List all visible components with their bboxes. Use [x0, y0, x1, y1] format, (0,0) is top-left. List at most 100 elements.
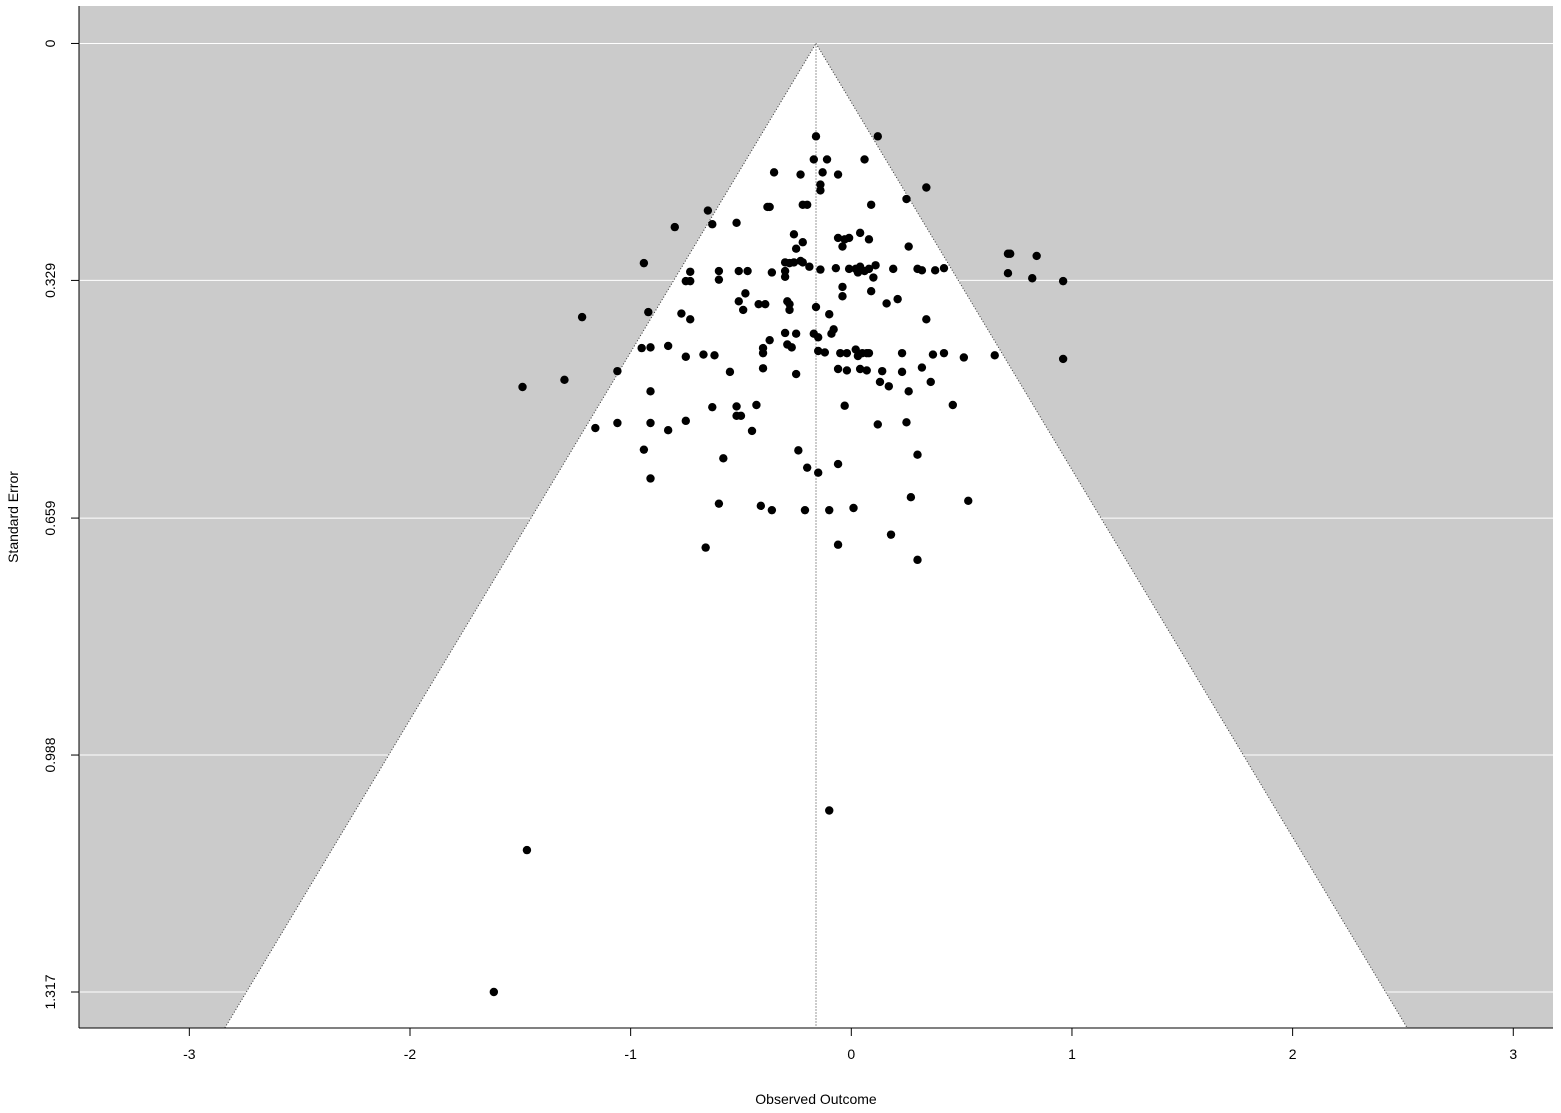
data-point-9 — [816, 180, 825, 189]
x-tick-label-0: -3 — [183, 1046, 196, 1062]
x-tick-label-5: 2 — [1289, 1046, 1297, 1062]
data-point-21 — [732, 218, 741, 227]
data-point-134 — [875, 377, 885, 387]
data-point-171 — [701, 543, 710, 552]
data-point-106 — [836, 348, 845, 358]
data-point-81 — [893, 294, 902, 304]
data-point-80 — [882, 299, 891, 308]
data-point-44 — [805, 262, 814, 271]
data-point-132 — [917, 363, 927, 372]
data-point-99 — [637, 343, 646, 353]
data-point-144 — [948, 400, 958, 410]
data-point-104 — [814, 346, 823, 356]
data-point-152 — [747, 426, 757, 436]
x-axis-ticks: -3 -2 -1 0 1 2 3 — [183, 1028, 1517, 1062]
data-point-105 — [820, 348, 830, 357]
data-point-38 — [714, 266, 724, 276]
x-tick-label-6: 3 — [1509, 1046, 1517, 1062]
data-point-28 — [791, 244, 801, 253]
data-point-13 — [765, 202, 774, 212]
data-point-148 — [613, 418, 622, 428]
data-point-39 — [686, 267, 695, 276]
x-axis-label: Observed Outcome — [755, 1091, 877, 1107]
data-point-30 — [904, 242, 913, 251]
x-tick-label-3: 0 — [847, 1046, 855, 1062]
data-point-18 — [703, 206, 713, 215]
data-point-82 — [738, 305, 748, 315]
data-point-16 — [866, 200, 876, 209]
data-point-78 — [811, 302, 821, 312]
data-point-177 — [489, 987, 499, 997]
data-point-87 — [677, 309, 686, 318]
data-point-170 — [849, 503, 858, 513]
data-point-174 — [913, 555, 922, 565]
data-point-46 — [831, 263, 841, 273]
data-point-123 — [725, 367, 735, 377]
data-point-137 — [560, 375, 569, 384]
data-point-173 — [886, 530, 896, 539]
data-point-89 — [922, 315, 931, 324]
data-point-51 — [864, 264, 874, 274]
data-point-57 — [939, 263, 949, 273]
data-point-41 — [743, 266, 752, 276]
data-point-149 — [646, 418, 655, 428]
data-point-27 — [789, 230, 799, 239]
data-point-25 — [855, 228, 865, 238]
data-point-155 — [639, 445, 649, 454]
data-point-53 — [889, 264, 898, 274]
data-point-6 — [796, 170, 805, 179]
y-tick-label-3: 0.988 — [42, 737, 58, 772]
data-point-35 — [789, 258, 799, 267]
data-point-103 — [758, 348, 768, 358]
data-point-32 — [639, 258, 649, 268]
data-point-88 — [686, 315, 695, 324]
data-point-167 — [767, 505, 777, 515]
data-point-107 — [842, 348, 852, 358]
data-point-95 — [827, 329, 836, 338]
data-point-96 — [765, 335, 774, 345]
data-point-161 — [814, 468, 823, 477]
data-point-77 — [785, 299, 794, 309]
data-point-8 — [833, 170, 843, 179]
data-point-138 — [646, 387, 655, 396]
data-point-142 — [752, 400, 761, 410]
data-point-115 — [939, 348, 949, 358]
data-point-19 — [670, 222, 679, 232]
data-point-92 — [791, 329, 801, 338]
data-point-45 — [816, 265, 825, 274]
data-point-100 — [646, 343, 655, 352]
data-point-74 — [754, 299, 763, 309]
x-tick-label-4: 1 — [1068, 1046, 1076, 1062]
data-point-67 — [1003, 269, 1013, 278]
data-point-169 — [825, 505, 834, 515]
y-tick-label-4: 1.317 — [42, 974, 58, 1009]
data-point-125 — [791, 369, 801, 379]
data-point-162 — [646, 474, 655, 483]
data-point-52 — [871, 261, 880, 270]
data-point-7 — [818, 168, 827, 177]
data-point-112 — [864, 348, 874, 358]
data-point-139 — [904, 387, 913, 396]
data-point-37 — [798, 258, 807, 267]
data-point-68 — [1028, 274, 1037, 283]
data-point-141 — [732, 402, 741, 411]
data-point-24 — [844, 233, 854, 243]
data-point-20 — [708, 220, 717, 229]
data-point-116 — [959, 353, 969, 362]
data-point-135 — [884, 382, 894, 391]
data-point-158 — [913, 450, 922, 459]
y-tick-label-2: 0.659 — [42, 500, 58, 535]
data-point-11 — [922, 183, 931, 192]
data-point-43 — [780, 266, 790, 276]
data-point-4 — [860, 155, 869, 164]
data-point-176 — [522, 845, 532, 855]
data-point-22 — [833, 233, 843, 243]
data-point-69 — [1058, 276, 1068, 286]
data-point-79 — [838, 292, 847, 301]
data-point-62 — [853, 268, 863, 277]
data-point-131 — [897, 367, 907, 377]
data-point-151 — [681, 416, 691, 426]
data-point-73 — [734, 297, 743, 306]
data-point-175 — [825, 806, 834, 815]
data-point-133 — [926, 377, 935, 387]
